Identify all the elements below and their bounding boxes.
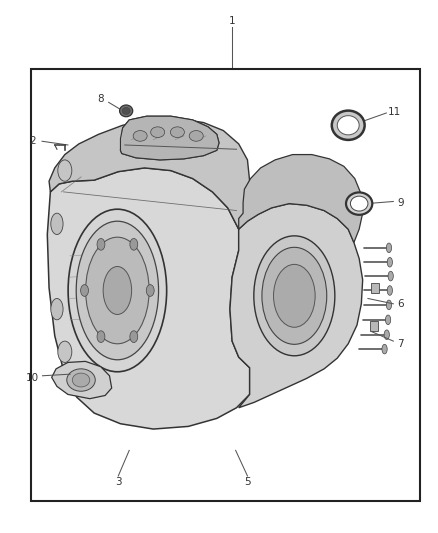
Text: 5: 5 bbox=[244, 478, 251, 487]
Ellipse shape bbox=[388, 271, 393, 281]
Ellipse shape bbox=[76, 221, 159, 360]
Polygon shape bbox=[230, 204, 363, 408]
Ellipse shape bbox=[262, 247, 327, 344]
Ellipse shape bbox=[189, 131, 203, 141]
Text: 10: 10 bbox=[26, 374, 39, 383]
Ellipse shape bbox=[130, 331, 138, 343]
Text: 7: 7 bbox=[397, 339, 404, 349]
Ellipse shape bbox=[350, 196, 368, 211]
Ellipse shape bbox=[146, 285, 154, 296]
Polygon shape bbox=[120, 116, 219, 160]
Ellipse shape bbox=[72, 373, 90, 387]
Text: 1: 1 bbox=[229, 17, 236, 26]
Ellipse shape bbox=[387, 257, 392, 267]
Text: 3: 3 bbox=[115, 478, 122, 487]
Ellipse shape bbox=[332, 110, 364, 140]
Ellipse shape bbox=[97, 238, 105, 250]
Text: 6: 6 bbox=[397, 299, 404, 309]
Ellipse shape bbox=[387, 286, 392, 295]
Ellipse shape bbox=[382, 344, 387, 354]
Ellipse shape bbox=[133, 131, 147, 141]
Polygon shape bbox=[120, 116, 219, 160]
Ellipse shape bbox=[103, 266, 132, 314]
Text: 11: 11 bbox=[388, 107, 401, 117]
FancyBboxPatch shape bbox=[370, 321, 378, 331]
Ellipse shape bbox=[58, 160, 72, 181]
Text: 9: 9 bbox=[397, 198, 404, 207]
Text: 8: 8 bbox=[97, 94, 104, 103]
FancyBboxPatch shape bbox=[371, 283, 379, 293]
Polygon shape bbox=[49, 118, 250, 229]
Ellipse shape bbox=[170, 127, 184, 138]
Ellipse shape bbox=[254, 236, 335, 356]
Polygon shape bbox=[239, 155, 363, 243]
Ellipse shape bbox=[273, 264, 315, 327]
Text: 2: 2 bbox=[29, 136, 36, 146]
Ellipse shape bbox=[68, 209, 166, 372]
Ellipse shape bbox=[130, 238, 138, 250]
Ellipse shape bbox=[86, 237, 149, 344]
Polygon shape bbox=[52, 361, 112, 399]
Ellipse shape bbox=[385, 315, 391, 325]
Ellipse shape bbox=[51, 298, 63, 320]
Ellipse shape bbox=[386, 300, 392, 310]
Ellipse shape bbox=[97, 331, 105, 343]
Ellipse shape bbox=[346, 192, 372, 215]
Bar bbox=[31, 69, 420, 501]
Ellipse shape bbox=[120, 105, 133, 117]
Ellipse shape bbox=[386, 243, 392, 253]
Ellipse shape bbox=[151, 127, 165, 138]
Ellipse shape bbox=[81, 285, 88, 296]
Ellipse shape bbox=[51, 213, 63, 235]
Ellipse shape bbox=[337, 116, 359, 135]
Ellipse shape bbox=[67, 369, 95, 391]
Polygon shape bbox=[47, 168, 250, 429]
Ellipse shape bbox=[122, 108, 130, 115]
Ellipse shape bbox=[58, 341, 72, 362]
Ellipse shape bbox=[384, 330, 389, 340]
